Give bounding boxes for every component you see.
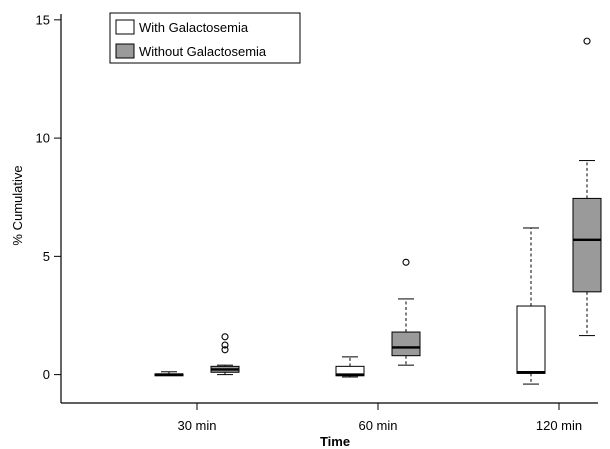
legend-label-without-galactosemia: Without Galactosemia [139,44,267,59]
legend: With Galactosemia Without Galactosemia [109,12,301,64]
legend-label-with-galactosemia: With Galactosemia [139,20,249,35]
box-group [391,258,421,366]
box-group [335,356,365,378]
x-tick-label: 60 min [358,418,397,433]
outlier-point [221,346,229,354]
x-tick-label: 30 min [177,418,216,433]
outlier-point [221,333,229,341]
x-tick-label: 120 min [536,418,582,433]
box-body [516,305,546,374]
y-axis-title: % Cumulative [10,165,25,245]
y-tick-label: 15 [36,12,50,27]
box-body [572,197,602,293]
y-tick-label: 0 [43,367,50,382]
x-axis-title: Time [320,434,350,449]
box-body [391,331,421,357]
outlier-point [583,37,591,45]
legend-frame [109,12,301,64]
box-group [154,371,184,377]
box-group [210,333,240,376]
legend-swatch-with-galactosemia [115,19,135,35]
y-tick-label: 5 [43,249,50,264]
box-group [572,37,602,337]
legend-swatch-without-galactosemia [115,43,135,59]
box-group [516,227,546,385]
axis-ticks: 0 5 10 15 30 min 60 min 120 min [36,12,583,433]
axes [60,14,598,404]
outlier-point [221,341,229,349]
outlier-point [402,258,410,266]
y-tick-label: 10 [36,131,50,146]
boxes [154,37,602,385]
